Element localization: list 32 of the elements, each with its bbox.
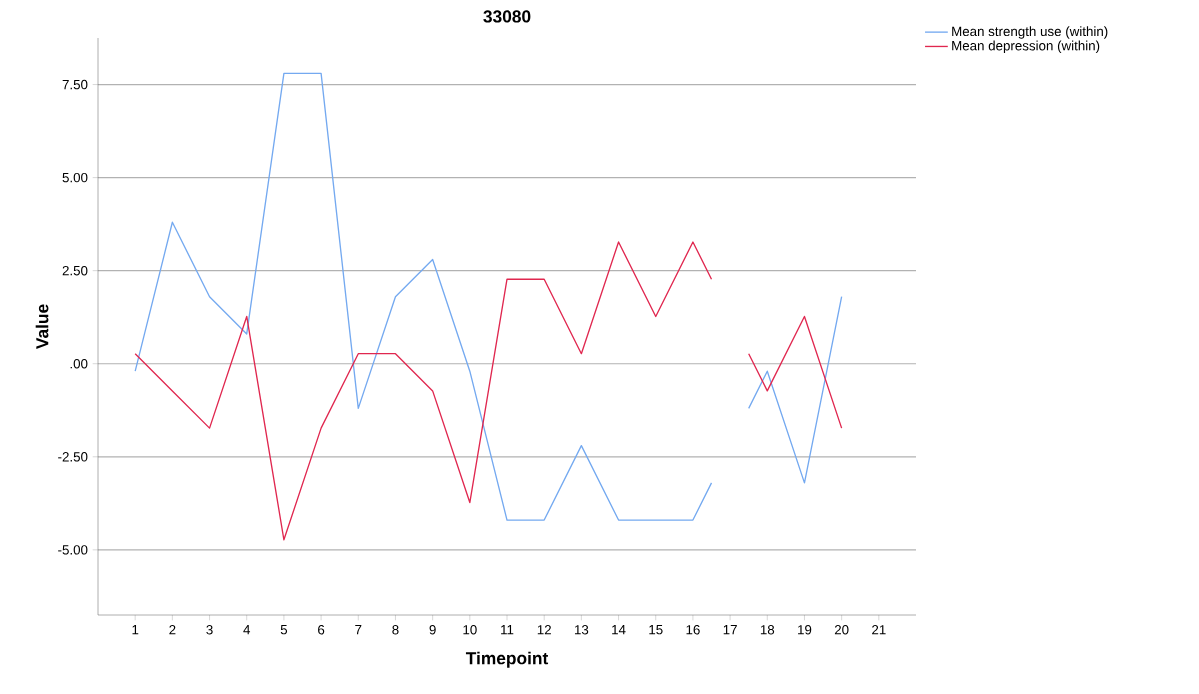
- x-tick-label: 17: [723, 625, 737, 635]
- legend-label: Mean depression (within): [952, 40, 1100, 54]
- x-axis-title: Timepoint: [465, 651, 549, 668]
- x-tick-label: 20: [834, 625, 849, 635]
- x-tick-label: 13: [574, 625, 589, 635]
- x-tick-label: 21: [872, 625, 886, 635]
- x-tick-label: 6: [318, 625, 325, 635]
- y-tick-label: 5.00: [62, 172, 88, 183]
- x-tick-label: 16: [686, 625, 700, 635]
- y-tick-label: 7.50: [62, 79, 88, 90]
- x-tick-label: 5: [280, 625, 288, 635]
- x-tick-label: 10: [463, 625, 477, 635]
- legend-label: Mean strength use (within): [952, 26, 1108, 39]
- x-tick-label: 12: [537, 625, 551, 635]
- x-tick-label: 18: [760, 625, 775, 635]
- x-tick-label: 2: [169, 625, 176, 635]
- y-axis-title: Value: [35, 304, 49, 350]
- x-tick-label: 9: [429, 625, 436, 635]
- x-tick-label: 11: [501, 625, 514, 635]
- chart-title: 33080: [483, 10, 531, 23]
- x-tick-label: 7: [355, 625, 362, 635]
- x-tick-label: 15: [649, 625, 663, 635]
- x-tick-label: 4: [243, 625, 251, 635]
- x-tick-label: 8: [392, 625, 399, 635]
- x-tick-label: 19: [798, 625, 812, 635]
- x-tick-label: 1: [132, 625, 139, 635]
- x-tick-label: 3: [206, 625, 213, 635]
- x-tick-label: 14: [612, 625, 626, 635]
- y-tick-label: -2.50: [58, 452, 88, 462]
- y-tick-label: .00: [70, 359, 88, 369]
- y-tick-label: -5.00: [58, 545, 88, 555]
- y-tick-label: 2.50: [62, 265, 88, 276]
